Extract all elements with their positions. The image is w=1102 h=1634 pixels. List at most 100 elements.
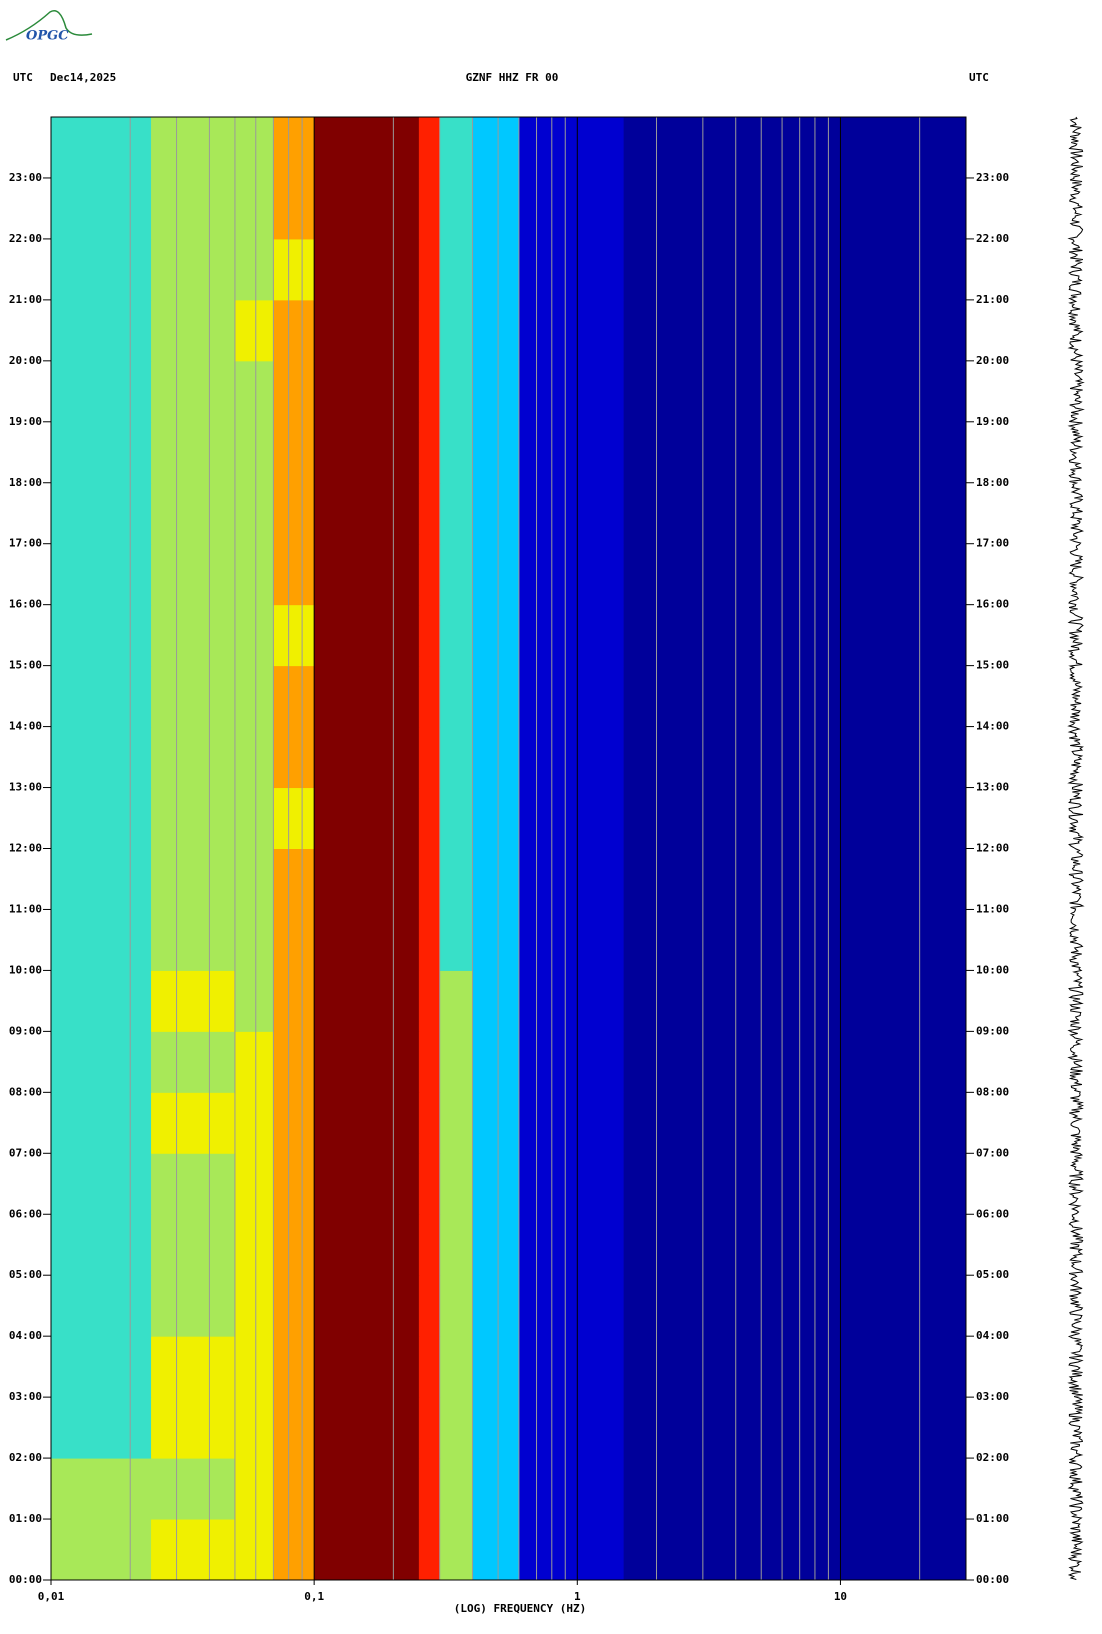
cell bbox=[273, 117, 315, 179]
cell bbox=[51, 543, 152, 606]
cell bbox=[577, 787, 625, 849]
cell bbox=[472, 787, 520, 849]
cell bbox=[472, 177, 520, 240]
cell bbox=[472, 360, 520, 423]
cell bbox=[51, 1214, 152, 1276]
y-tick-label: 07:00 bbox=[9, 1146, 42, 1159]
y-tick-label: 00:00 bbox=[976, 1573, 1009, 1586]
x-tick-label: 10 bbox=[834, 1590, 847, 1603]
cell bbox=[234, 299, 274, 362]
y-tick-label: 06:00 bbox=[976, 1207, 1009, 1220]
cell bbox=[314, 1275, 394, 1337]
cell bbox=[623, 909, 967, 971]
cell bbox=[418, 604, 441, 667]
cell bbox=[623, 726, 967, 789]
cell bbox=[472, 604, 520, 667]
cell bbox=[314, 482, 394, 545]
cell bbox=[151, 238, 236, 301]
cell bbox=[151, 848, 236, 910]
cell bbox=[518, 909, 578, 971]
y-tick-label: 18:00 bbox=[9, 476, 42, 489]
y-tick-label: 01:00 bbox=[9, 1512, 42, 1525]
cell bbox=[518, 1458, 578, 1520]
cell bbox=[393, 1275, 420, 1337]
y-tick-label: 20:00 bbox=[9, 354, 42, 367]
y-tick-label: 21:00 bbox=[976, 293, 1009, 306]
cell bbox=[418, 117, 441, 179]
cell bbox=[273, 970, 315, 1032]
cell bbox=[518, 1336, 578, 1398]
cell bbox=[393, 1031, 420, 1093]
cell bbox=[151, 360, 236, 423]
y-tick-label: 15:00 bbox=[9, 659, 42, 672]
cell bbox=[418, 360, 441, 423]
cell bbox=[623, 604, 967, 667]
cell bbox=[623, 1275, 967, 1337]
y-tick-label: 12:00 bbox=[976, 842, 1009, 855]
cell bbox=[518, 848, 578, 910]
cell bbox=[314, 1092, 394, 1154]
cell bbox=[623, 421, 967, 484]
cell bbox=[623, 117, 967, 179]
cell bbox=[151, 1397, 236, 1459]
cell bbox=[51, 1153, 152, 1215]
cell bbox=[393, 1153, 420, 1215]
y-tick-label: 05:00 bbox=[9, 1268, 42, 1281]
cell bbox=[418, 1397, 441, 1459]
cell bbox=[314, 1336, 394, 1398]
cell bbox=[518, 177, 578, 240]
cell bbox=[393, 482, 420, 545]
y-tick-label: 09:00 bbox=[976, 1024, 1009, 1037]
cell bbox=[439, 177, 474, 240]
cell bbox=[273, 1519, 315, 1581]
cell bbox=[51, 1031, 152, 1093]
cell bbox=[273, 909, 315, 971]
cell bbox=[151, 970, 236, 1032]
cell bbox=[234, 1214, 274, 1276]
cell bbox=[393, 726, 420, 789]
y-tick-label: 01:00 bbox=[976, 1512, 1009, 1525]
cell bbox=[518, 970, 578, 1032]
cell bbox=[393, 1336, 420, 1398]
cell bbox=[151, 177, 236, 240]
cell bbox=[273, 1458, 315, 1520]
cell bbox=[314, 177, 394, 240]
cell bbox=[418, 1458, 441, 1520]
cell bbox=[418, 177, 441, 240]
cell bbox=[393, 909, 420, 971]
cell bbox=[577, 1214, 625, 1276]
cell bbox=[472, 1031, 520, 1093]
cell bbox=[151, 665, 236, 728]
cell bbox=[577, 909, 625, 971]
cell bbox=[273, 421, 315, 484]
cell bbox=[577, 1397, 625, 1459]
y-tick-label: 11:00 bbox=[976, 902, 1009, 915]
cell bbox=[393, 848, 420, 910]
cell bbox=[439, 1031, 474, 1093]
cell bbox=[234, 665, 274, 728]
cell bbox=[418, 726, 441, 789]
y-tick-label: 02:00 bbox=[9, 1451, 42, 1464]
cell bbox=[273, 604, 315, 667]
cell bbox=[393, 1092, 420, 1154]
cell bbox=[151, 1458, 236, 1520]
cell bbox=[577, 1275, 625, 1337]
cell bbox=[472, 482, 520, 545]
header-zone: UTC bbox=[13, 71, 33, 84]
y-tick-label: 15:00 bbox=[976, 659, 1009, 672]
y-tick-label: 13:00 bbox=[9, 781, 42, 794]
cell bbox=[393, 1519, 420, 1581]
cell bbox=[577, 726, 625, 789]
cell bbox=[151, 299, 236, 362]
cell bbox=[314, 1153, 394, 1215]
cell bbox=[439, 787, 474, 849]
cell bbox=[623, 1153, 967, 1215]
cell bbox=[472, 1153, 520, 1215]
cell bbox=[418, 1092, 441, 1154]
cell bbox=[273, 1214, 315, 1276]
cell bbox=[623, 482, 967, 545]
cell bbox=[577, 238, 625, 301]
cell bbox=[314, 1214, 394, 1276]
cell bbox=[623, 1214, 967, 1276]
y-tick-label: 08:00 bbox=[9, 1085, 42, 1098]
